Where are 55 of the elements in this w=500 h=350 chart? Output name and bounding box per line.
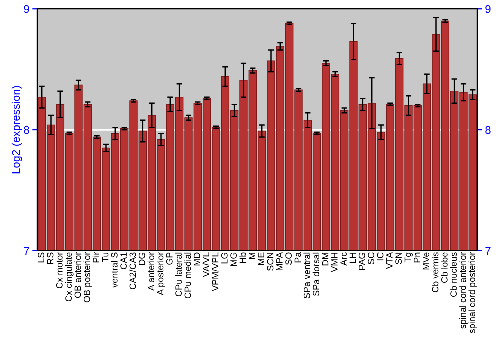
x-tick-label: RS [47,252,54,264]
x-tick-label: LH [350,253,356,264]
x-tick-label: DM [322,253,329,266]
y-tick-label: 8 [24,126,30,134]
x-tick-label: Tu [102,252,109,262]
x-tick-label: CPu lateral [175,252,182,297]
x-tick-label: spinal cord posterior [468,252,478,334]
y2-tick-label: 8 [486,126,491,134]
x-tick-label: VPM/VPL [212,252,219,292]
x-tick-label: SO [286,252,292,265]
y2-tick-label: 7 [486,247,491,255]
x-tick-label: LS [38,252,45,263]
x-tick-label: Cb nucleus [450,252,458,298]
x-tick-label: OB posterior [84,252,92,303]
x-tick-label: Cb lobe [441,252,448,283]
x-tick-label: Cb vermis [432,252,439,293]
x-tick-label: M [249,253,256,260]
x-tick-label: DG [138,253,146,266]
x-tick-label: CA1 [120,252,128,270]
x-tick-label: MD [194,252,200,266]
x-tick-label: Cx cingulate [65,252,74,302]
y-tick-label: 9 [24,5,30,14]
x-tick-label: VMH [332,253,338,272]
x-tick-label: CPu medial [184,252,192,299]
y2-tick-label: 9 [486,5,491,14]
x-tick-label: Pa [294,252,302,263]
y-axis-title: Log2 (expression) [12,86,22,174]
x-tick-label: SCN [267,253,274,271]
x-tick-label: Pir [92,252,100,263]
x-tick-label: OB anterior [74,252,82,298]
x-tick-label: A anterior [148,252,155,291]
x-tick-label: Arc [340,252,348,266]
x-tick-label: CA2/CA3 [130,252,136,290]
x-tick-label: MPA [276,252,283,270]
x-tick-label: ME [258,252,264,266]
x-tick-label: GP [166,252,173,265]
x-tick-label: SPa ventral [304,252,310,299]
y-tick-label: 7 [24,247,30,255]
x-tick-label: Tg [404,252,413,263]
x-tick-label: IC [377,252,384,261]
x-tick-label: ventral S [111,252,118,288]
x-tick-label: MG [230,253,238,266]
x-tick-label: SC [368,252,375,264]
x-tick-label: Cx motor [56,252,63,288]
x-tick-label: MVe [423,252,430,270]
x-tick-label: SN [396,253,402,264]
x-tick-label: LG [221,253,228,264]
x-tick-label: PAG [358,253,366,270]
x-tick-label: A posterior [157,252,166,296]
x-tick-label: SPa dorsal [312,252,320,296]
x-tick-label: VTA [386,252,393,270]
x-tick-label: Hb [240,252,246,264]
x-tick-label: spinal cord anterior [460,252,468,329]
x-tick-label: VA/VL [202,252,210,278]
x-tick-label: Pn [414,252,420,263]
